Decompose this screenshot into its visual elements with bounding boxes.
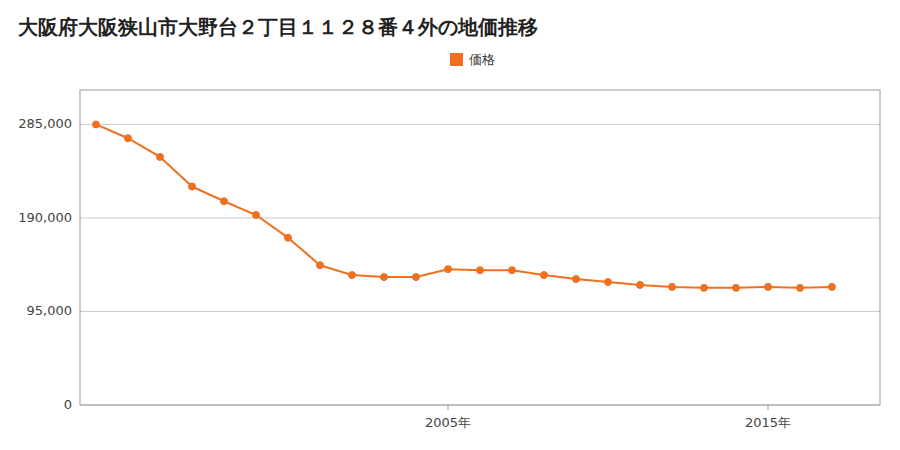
grid-line <box>80 311 880 312</box>
marker <box>541 272 548 279</box>
marker <box>797 284 804 291</box>
marker <box>317 262 324 269</box>
legend-label: 価格 <box>469 52 495 67</box>
line <box>96 124 832 287</box>
data <box>93 121 836 291</box>
plot-frame <box>80 90 880 405</box>
grid-line <box>80 217 880 218</box>
marker <box>701 284 708 291</box>
legend-swatch <box>450 53 463 66</box>
marker <box>765 283 772 290</box>
marker <box>93 121 100 128</box>
y-tick-label: 0 <box>64 397 72 412</box>
marker <box>733 284 740 291</box>
y-tick-label: 190,000 <box>18 210 72 225</box>
marker <box>413 274 420 281</box>
x-tick-label: 2005年 <box>425 415 471 430</box>
title: 大阪府大阪狭山市大野台２丁目１１２８番４外の地価推移 <box>18 15 538 39</box>
marker <box>605 278 612 285</box>
marker <box>221 198 228 205</box>
legend: 価格 <box>450 52 495 67</box>
marker <box>125 135 132 142</box>
marker <box>573 276 580 283</box>
marker <box>829 283 836 290</box>
marker <box>253 212 260 219</box>
x-tick-label: 2015年 <box>745 415 791 430</box>
grid-line <box>80 124 880 125</box>
chart: 大阪府大阪狭山市大野台２丁目１１２８番４外の地価推移 0 95,000 190,000… <box>0 0 900 450</box>
x-tick <box>768 405 769 410</box>
marker <box>637 281 644 288</box>
y-tick-label: 95,000 <box>27 303 73 318</box>
marker <box>381 274 388 281</box>
marker <box>445 266 452 273</box>
marker <box>189 183 196 190</box>
y-tick-label: 285,000 <box>18 116 72 131</box>
marker <box>285 234 292 241</box>
marker <box>349 272 356 279</box>
marker <box>157 153 164 160</box>
grid <box>80 124 880 405</box>
x-tick <box>448 405 449 410</box>
marker <box>669 283 676 290</box>
marker <box>477 267 484 274</box>
marker <box>509 267 516 274</box>
